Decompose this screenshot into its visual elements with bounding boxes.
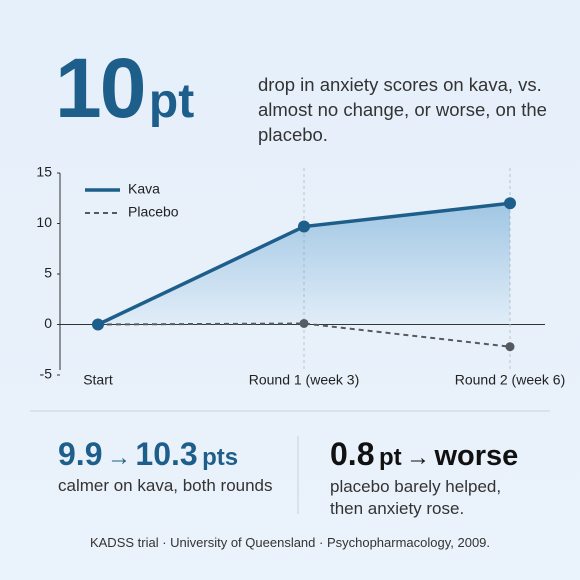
stat-caption: calmer on kava, both rounds xyxy=(58,476,273,495)
y-tick-label: 5 xyxy=(44,265,52,281)
stat-arrow: → xyxy=(106,444,131,471)
data-point xyxy=(505,342,515,352)
stat-from: 9.9 xyxy=(58,436,103,472)
stat-to: 10.3 xyxy=(135,436,198,472)
area-fill xyxy=(98,203,510,325)
data-point xyxy=(298,220,310,233)
stat-word: worse xyxy=(434,440,519,472)
y-tick-label: 10 xyxy=(36,214,52,230)
headline-text: drop in anxiety scores on kava, vs. almo… xyxy=(258,74,547,145)
y-tick-label: 15 xyxy=(36,164,52,180)
stat-kava: 9.9 → 10.3 pts xyxy=(58,436,238,473)
data-point xyxy=(92,318,104,331)
y-tick-label: 0 xyxy=(44,315,52,331)
legend-label: Placebo xyxy=(128,204,179,220)
headline-value: 10 xyxy=(55,41,146,135)
stat-value: 0.8 xyxy=(330,436,375,472)
y-tick-label: -5 xyxy=(40,366,53,382)
x-tick-label: Round 2 (week 6) xyxy=(455,372,566,388)
x-tick-label: Round 1 (week 3) xyxy=(249,372,360,388)
stat-arrow: → xyxy=(406,444,431,471)
stat-unit: pt xyxy=(378,444,402,471)
footer: KADSS trial · University of Queensland ·… xyxy=(89,535,491,550)
legend-label: Kava xyxy=(128,181,160,197)
x-tick-label: Start xyxy=(83,372,113,388)
data-point xyxy=(504,197,516,210)
series-line xyxy=(97,322,511,348)
stat-unit: pts xyxy=(202,444,239,471)
headline-unit: pt xyxy=(148,75,195,128)
stat-placebo: 0.8 pt → worse xyxy=(330,436,518,473)
headline: 10 pt xyxy=(55,40,194,137)
stat-caption: placebo barely helped, then anxiety rose… xyxy=(330,477,502,518)
